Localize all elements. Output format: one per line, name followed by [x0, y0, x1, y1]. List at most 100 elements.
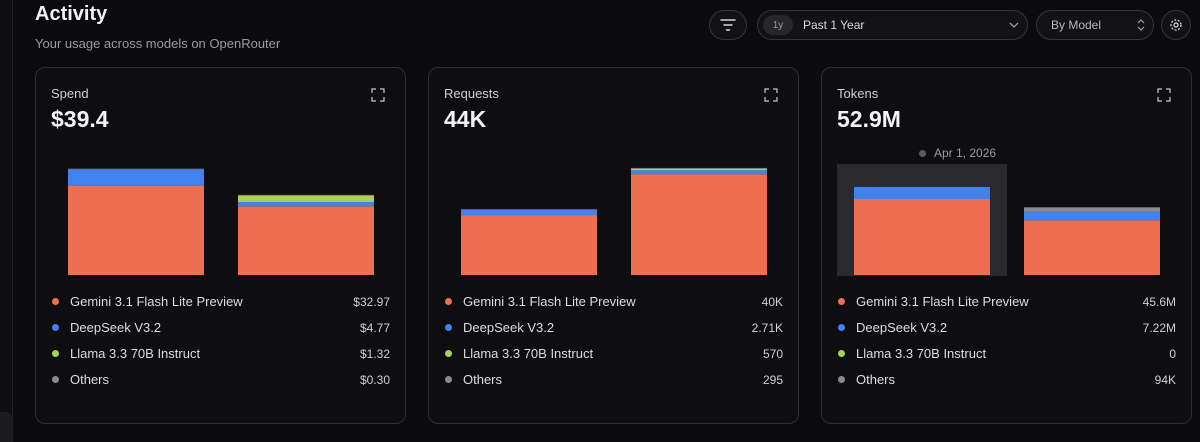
- legend-value: 45.6M: [1142, 295, 1176, 309]
- legend-item[interactable]: DeepSeek V3.2 $4.77: [52, 320, 390, 346]
- filter-button[interactable]: [709, 10, 747, 40]
- tokens-card: Tokens 52.9M Apr 1, 2026 Gemini 3.1 Flas…: [821, 67, 1192, 424]
- filter-icon: [720, 19, 736, 31]
- spend-card: Spend $39.4 Gemini 3.1 Flash Lite Previe…: [35, 67, 406, 424]
- legend-item[interactable]: Others 94K: [838, 372, 1176, 398]
- bar-segment[interactable]: [68, 185, 204, 275]
- legend-item[interactable]: Llama 3.3 70B Instruct 0: [838, 346, 1176, 372]
- card-total: $39.4: [51, 106, 109, 132]
- requests-card: Requests 44K Gemini 3.1 Flash Lite Previ…: [428, 67, 799, 424]
- legend-dot: [52, 298, 59, 305]
- range-label: Past 1 Year: [803, 18, 865, 32]
- bar-segment[interactable]: [631, 170, 767, 175]
- card-total: 44K: [444, 106, 487, 132]
- requests-chart[interactable]: [429, 164, 800, 276]
- legend-item[interactable]: Llama 3.3 70B Instruct 570: [445, 346, 783, 372]
- gear-icon: [1170, 19, 1182, 31]
- expand-icon[interactable]: [764, 88, 778, 102]
- bar-segment[interactable]: [461, 209, 597, 216]
- legend-name: Others: [856, 372, 896, 387]
- card-label: Tokens: [837, 86, 879, 101]
- bar-segment[interactable]: [238, 195, 374, 202]
- legend-item[interactable]: Others $0.30: [52, 372, 390, 398]
- expand-icon[interactable]: [1157, 88, 1171, 102]
- legend-item[interactable]: DeepSeek V3.2 2.71K: [445, 320, 783, 346]
- chevron-updown-icon: [1137, 19, 1145, 31]
- legend-name: Llama 3.3 70B Instruct: [856, 346, 987, 361]
- legend-dot: [445, 376, 452, 383]
- legend-item[interactable]: Gemini 3.1 Flash Lite Preview 40K: [445, 294, 783, 320]
- legend-item[interactable]: Gemini 3.1 Flash Lite Preview $32.97: [52, 294, 390, 320]
- card-label: Requests: [444, 86, 499, 101]
- legend-name: Llama 3.3 70B Instruct: [463, 346, 594, 361]
- legend-dot: [838, 298, 845, 305]
- legend-dot: [838, 350, 845, 357]
- legend-name: Llama 3.3 70B Instruct: [70, 346, 201, 361]
- legend-dot: [445, 298, 452, 305]
- card-label: Spend: [51, 86, 89, 101]
- legend-dot: [838, 324, 845, 331]
- legend-value: 570: [762, 347, 783, 361]
- legend-value: 2.71K: [751, 321, 783, 335]
- bar-segment[interactable]: [1024, 207, 1160, 212]
- legend-name: Others: [463, 372, 503, 387]
- card-total: 52.9M: [837, 106, 901, 132]
- legend-dot: [52, 324, 59, 331]
- legend-value: $32.97: [353, 295, 390, 309]
- hover-tooltip: Apr 1, 2026: [919, 146, 996, 160]
- bar-segment[interactable]: [461, 215, 597, 275]
- sidebar-stub[interactable]: [0, 412, 12, 442]
- range-pill: 1y: [763, 15, 793, 35]
- spend-legend: Gemini 3.1 Flash Lite Preview $32.97 Dee…: [52, 294, 390, 398]
- bar-segment[interactable]: [854, 198, 990, 275]
- legend-dot: [52, 376, 59, 383]
- legend-name: Gemini 3.1 Flash Lite Preview: [856, 294, 1029, 309]
- legend-name: DeepSeek V3.2: [463, 320, 555, 335]
- legend-item[interactable]: DeepSeek V3.2 7.22M: [838, 320, 1176, 346]
- legend-value: $1.32: [359, 347, 390, 361]
- legend-dot: [445, 350, 452, 357]
- group-by-select[interactable]: By Model: [1036, 10, 1154, 40]
- bar-segment[interactable]: [68, 168, 204, 170]
- legend-value: $4.77: [359, 321, 390, 335]
- bar-segment[interactable]: [631, 174, 767, 275]
- legend-name: Others: [70, 372, 110, 387]
- legend-value: 7.22M: [1142, 321, 1176, 335]
- legend-name: DeepSeek V3.2: [70, 320, 162, 335]
- tooltip-dot: [919, 149, 926, 157]
- legend-value: $0.30: [359, 373, 390, 387]
- chevron-down-icon: [1009, 22, 1019, 28]
- bar-segment[interactable]: [854, 186, 990, 199]
- bar-segment[interactable]: [631, 168, 767, 171]
- legend-name: DeepSeek V3.2: [856, 320, 948, 335]
- page-subtitle: Your usage across models on OpenRouter: [35, 36, 281, 51]
- legend-value: 94K: [1154, 373, 1176, 387]
- legend-value: 295: [762, 373, 783, 387]
- legend-dot: [838, 376, 845, 383]
- bar-segment[interactable]: [238, 194, 374, 196]
- page-title: Activity: [35, 3, 108, 25]
- left-sidebar-edge: [0, 0, 13, 442]
- bar-segment[interactable]: [238, 206, 374, 275]
- legend-value: 0: [1169, 347, 1176, 361]
- expand-icon[interactable]: [371, 88, 385, 102]
- legend-item[interactable]: Llama 3.3 70B Instruct $1.32: [52, 346, 390, 372]
- requests-legend: Gemini 3.1 Flash Lite Preview 40K DeepSe…: [445, 294, 783, 398]
- legend-item[interactable]: Gemini 3.1 Flash Lite Preview 45.6M: [838, 294, 1176, 320]
- tooltip-date: Apr 1, 2026: [934, 146, 997, 160]
- spend-chart[interactable]: [36, 164, 407, 276]
- bar-segment[interactable]: [68, 169, 204, 186]
- settings-button[interactable]: [1161, 10, 1191, 40]
- legend-item[interactable]: Others 295: [445, 372, 783, 398]
- legend-dot: [445, 324, 452, 331]
- group-by-label: By Model: [1051, 18, 1102, 32]
- bar-segment[interactable]: [1024, 220, 1160, 275]
- tokens-chart[interactable]: [822, 164, 1193, 276]
- bar-segment[interactable]: [631, 167, 767, 169]
- bar-segment[interactable]: [1024, 211, 1160, 221]
- time-range-select[interactable]: 1y Past 1 Year: [757, 10, 1028, 40]
- legend-name: Gemini 3.1 Flash Lite Preview: [463, 294, 636, 309]
- legend-value: 40K: [761, 295, 783, 309]
- bar-segment[interactable]: [238, 201, 374, 207]
- legend-name: Gemini 3.1 Flash Lite Preview: [70, 294, 243, 309]
